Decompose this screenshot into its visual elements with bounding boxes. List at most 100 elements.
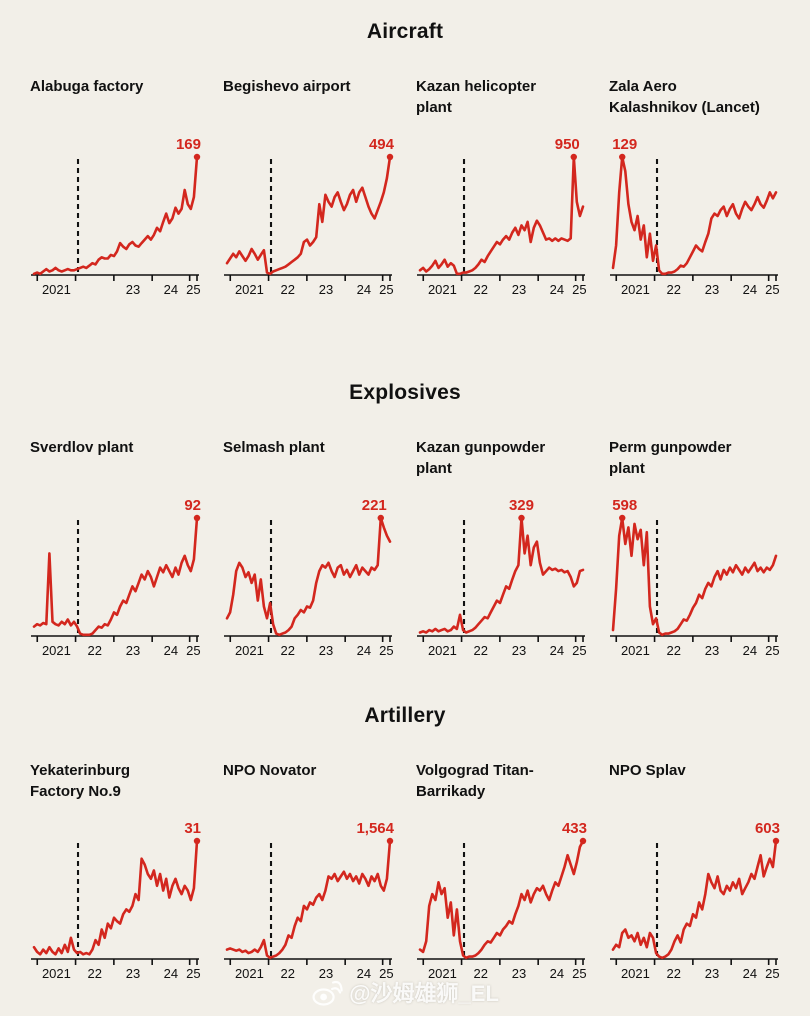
chart-cell: NPO Novator 2021 22 23 24 25 1,564 <box>223 760 395 981</box>
peak-value-label: 1,564 <box>356 820 394 837</box>
charts-grid: Alabuga factory 2021 23 24 25 169 Begishevo ai… <box>0 76 810 297</box>
x-tick-label: 2021 <box>235 282 264 297</box>
line-chart: 2021 22 23 24 25 1,564 <box>224 820 395 981</box>
x-tick-label: 25 <box>765 643 779 658</box>
x-tick-label: 25 <box>572 643 586 658</box>
peak-dot <box>386 153 394 161</box>
chart-cell: Selmash plant 2021 22 23 24 25 221 <box>223 437 394 658</box>
peak-value-label: 169 <box>176 136 201 153</box>
charts-grid: Sverdlov plant 2021 22 23 24 25 92 Selmash plan… <box>0 437 810 658</box>
x-tick-label: 22 <box>473 282 487 297</box>
x-tick-label: 2021 <box>428 643 457 658</box>
series-line <box>225 155 392 276</box>
peak-value-label: 221 <box>362 497 387 514</box>
peak-dot <box>518 514 525 522</box>
line-chart: 2021 23 24 25 169 <box>31 136 201 297</box>
x-tick-label: 22 <box>280 282 294 297</box>
x-tick-label: 25 <box>186 282 200 297</box>
section-title-explosives: Explosives <box>349 381 461 404</box>
x-tick-label: 25 <box>186 643 200 658</box>
chart-cell: Sverdlov plant 2021 22 23 24 25 92 <box>30 437 201 658</box>
series-line <box>225 516 392 637</box>
series-line <box>418 839 585 960</box>
chart-cell: Alabuga factory 2021 23 24 25 169 <box>30 76 201 297</box>
x-tick-label: 23 <box>512 643 526 658</box>
x-tick-label: 24 <box>357 282 371 297</box>
series-line <box>418 155 585 276</box>
peak-dot <box>579 837 587 845</box>
chart-title: Yekaterinburg Factory No.9 <box>30 762 131 800</box>
section-aircraft: Aircraft Alabuga factory 2021 23 24 25 169 Beg… <box>0 0 810 297</box>
chart-title: Zala Aero Kalashnikov (Lancet) <box>609 78 760 116</box>
x-tick-label: 2021 <box>42 282 71 297</box>
line-chart: 2021 22 23 24 25 598 <box>610 497 780 658</box>
x-tick-label: 2021 <box>42 643 71 658</box>
series-line <box>32 839 199 956</box>
peak-value-label: 494 <box>369 136 395 153</box>
x-tick-label: 22 <box>280 966 294 981</box>
series-line <box>611 839 778 960</box>
chart-cell: Yekaterinburg Factory No.9 2021 22 23 24 25 31 <box>30 760 201 981</box>
x-tick-label: 24 <box>550 966 564 981</box>
line-chart: 2021 22 23 24 25 31 <box>31 820 201 981</box>
x-tick-label: 23 <box>319 643 333 658</box>
chart-cell: Begishevo airport 2021 22 23 24 25 494 <box>223 76 395 297</box>
peak-dot <box>377 514 384 522</box>
line-chart: 2021 22 23 24 25 494 <box>224 136 395 297</box>
x-tick-label: 2021 <box>428 282 457 297</box>
x-tick-label: 24 <box>743 643 757 658</box>
x-tick-label: 2021 <box>235 966 264 981</box>
x-tick-label: 25 <box>765 966 779 981</box>
chart-title: NPO Splav <box>609 762 686 779</box>
x-tick-label: 24 <box>743 966 757 981</box>
x-tick-label: 25 <box>186 966 200 981</box>
watermark: @沙姆雄狮_EL <box>311 976 499 1008</box>
peak-value-label: 129 <box>612 136 637 153</box>
peak-value-label: 31 <box>184 820 201 837</box>
x-tick-label: 24 <box>357 966 371 981</box>
peak-dot <box>193 153 201 161</box>
section-explosives: Explosives Sverdlov plant 2021 22 23 24 25 92 S… <box>0 381 810 658</box>
x-tick-label: 22 <box>666 966 680 981</box>
chart-cell: Kazan helicopter plant 2021 22 23 24 25 950 <box>416 76 587 297</box>
chart-cell: Zala Aero Kalashnikov (Lancet) 2021 22 23 24… <box>609 76 780 297</box>
section-artillery: Artillery Yekaterinburg Factory No.9 2021… <box>0 704 810 981</box>
peak-value-label: 92 <box>184 497 201 514</box>
line-chart: 2021 22 23 24 25 221 <box>224 497 394 658</box>
x-tick-label: 23 <box>319 966 333 981</box>
peak-dot <box>193 837 201 845</box>
series-line <box>611 516 778 637</box>
peak-value-label: 433 <box>562 820 587 837</box>
chart-title: Volgograd Titan- Barrikady <box>416 762 534 800</box>
x-tick-label: 22 <box>280 643 294 658</box>
chart-cell: Kazan gunpowder plant 2021 22 23 24 25 329 <box>416 437 587 658</box>
chart-title: Kazan helicopter plant <box>416 78 537 116</box>
x-tick-label: 25 <box>379 643 393 658</box>
x-tick-label: 24 <box>164 282 178 297</box>
chart-cell: Perm gunpowder plant 2021 22 23 24 25 598 <box>609 437 780 658</box>
peak-value-label: 950 <box>555 136 580 153</box>
x-tick-label: 23 <box>512 282 526 297</box>
x-tick-label: 24 <box>550 282 564 297</box>
x-tick-label: 24 <box>743 282 757 297</box>
charts-grid: Yekaterinburg Factory No.9 2021 22 23 24 25 31… <box>0 760 810 981</box>
x-tick-label: 2021 <box>235 643 264 658</box>
peak-value-label: 603 <box>755 820 780 837</box>
peak-value-label: 329 <box>509 497 534 514</box>
x-tick-label: 23 <box>126 643 140 658</box>
chart-title: Selmash plant <box>223 439 325 456</box>
x-tick-label: 22 <box>666 643 680 658</box>
line-chart: 2021 22 23 24 25 129 <box>610 136 780 297</box>
x-tick-label: 25 <box>572 966 586 981</box>
x-tick-label: 24 <box>550 643 564 658</box>
series-line <box>225 839 392 960</box>
x-tick-label: 2021 <box>42 966 71 981</box>
line-chart: 2021 22 23 24 25 92 <box>31 497 201 658</box>
watermark-text: @沙姆雄狮_EL <box>349 981 499 1006</box>
peak-dot <box>772 837 780 845</box>
x-tick-label: 23 <box>705 643 719 658</box>
series-line <box>418 516 585 634</box>
chart-title: Kazan gunpowder plant <box>416 439 546 477</box>
chart-cell: Volgograd Titan- Barrikady 2021 22 23 24 25 43… <box>416 760 587 981</box>
